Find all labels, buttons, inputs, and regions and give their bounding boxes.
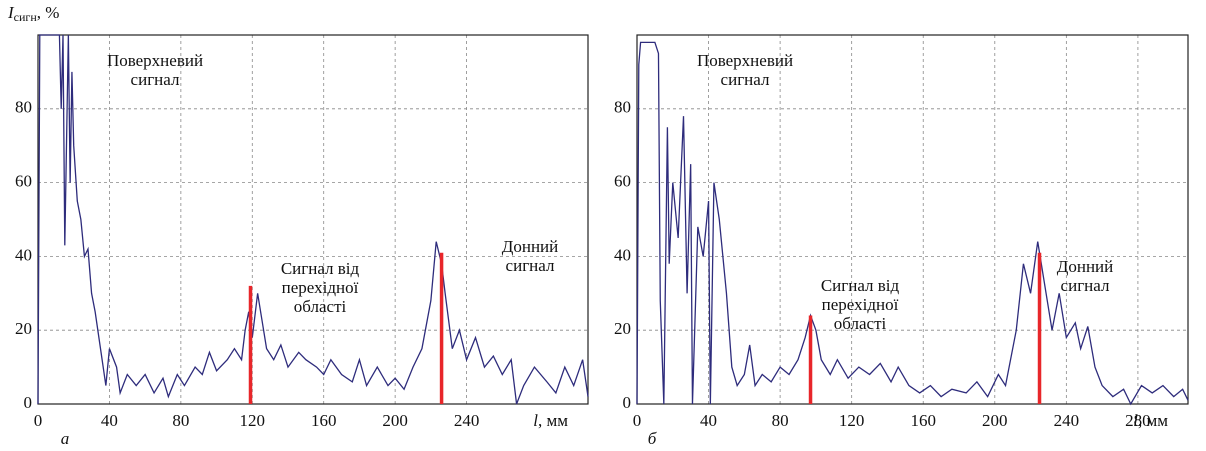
annotation: області [834, 314, 887, 333]
x-tick-label: 0 [633, 411, 642, 430]
annotation: сигнал [131, 70, 180, 89]
plot-frame [636, 34, 1189, 405]
annotation: сигнал [506, 256, 555, 275]
y-tick-label: 80 [15, 98, 32, 117]
x-tick-label: 160 [910, 411, 936, 430]
y-tick-label: 20 [614, 319, 631, 338]
y-tick-label: 60 [614, 172, 631, 191]
y-axis-label: Iсигн, % [7, 3, 59, 24]
annotation: Донний [1057, 257, 1114, 276]
x-tick-label: 0 [34, 411, 43, 430]
annotation: Поверхневий [107, 51, 203, 70]
y-tick-label: 60 [15, 172, 32, 191]
annotation: сигнал [721, 70, 770, 89]
x-tick-label: 200 [382, 411, 408, 430]
x-axis-unit: , мм [1138, 411, 1168, 430]
x-tick-label: 80 [772, 411, 789, 430]
panel-label: б [648, 429, 657, 448]
y-tick-label: 0 [24, 393, 33, 412]
y-tick-label: 40 [614, 245, 631, 264]
annotation: області [294, 297, 347, 316]
signal-line [37, 34, 589, 405]
x-axis-var: l [1133, 411, 1138, 430]
x-tick-label: 200 [982, 411, 1008, 430]
y-tick-label: 20 [15, 319, 32, 338]
x-tick-label: 240 [454, 411, 480, 430]
annotation: Сигнал від [281, 259, 360, 278]
x-tick-label: 120 [839, 411, 865, 430]
x-tick-label: 80 [172, 411, 189, 430]
y-tick-label: 80 [614, 98, 631, 117]
x-tick-label: 120 [240, 411, 266, 430]
x-axis-var: l [533, 411, 538, 430]
annotation: сигнал [1061, 276, 1110, 295]
x-tick-label: 40 [101, 411, 118, 430]
annotation: Сигнал від [821, 276, 900, 295]
y-tick-label: 0 [623, 393, 632, 412]
panel-label: а [61, 429, 70, 448]
annotation: перехідної [822, 295, 899, 314]
y-axis-var: I [7, 3, 15, 22]
x-axis-label: l, мм [533, 411, 568, 430]
y-axis-unit: , % [37, 3, 60, 22]
x-axis-label: l, мм [1133, 411, 1168, 430]
annotation: перехідної [282, 278, 359, 297]
annotation: Донний [502, 237, 559, 256]
annotation: Поверхневий [697, 51, 793, 70]
y-tick-label: 40 [15, 245, 32, 264]
y-axis-sub: сигн [14, 10, 38, 24]
signal-line [636, 41, 1189, 406]
plot-frame [37, 34, 589, 405]
x-tick-label: 40 [700, 411, 717, 430]
x-axis-unit: , мм [538, 411, 568, 430]
x-tick-label: 280 [1125, 411, 1151, 430]
x-tick-label: 160 [311, 411, 337, 430]
x-tick-label: 240 [1054, 411, 1080, 430]
